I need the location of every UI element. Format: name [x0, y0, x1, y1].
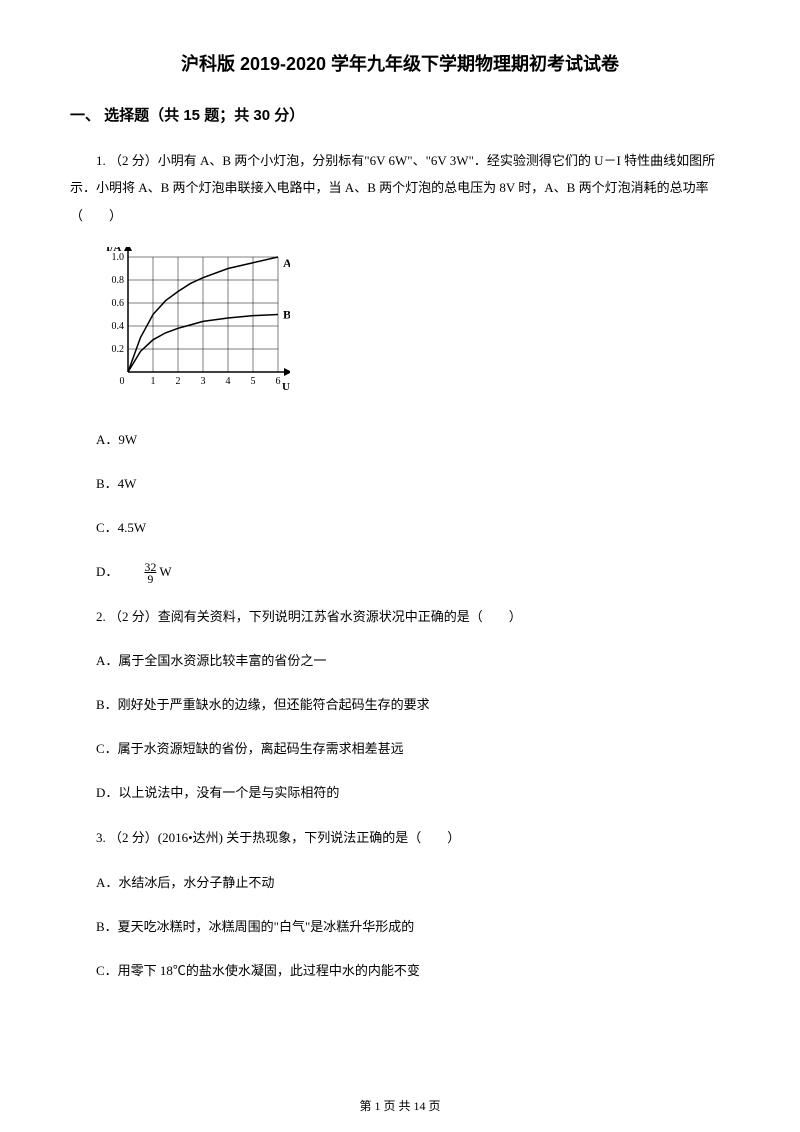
q1-d-suffix: W: [156, 564, 171, 579]
fraction-32-9: 329: [118, 561, 156, 585]
svg-text:5: 5: [251, 376, 256, 387]
q2-option-b: B．刚好处于严重缺水的边缘，但还能符合起码生存的要求: [70, 692, 730, 718]
q1-option-a: A．9W: [70, 427, 730, 453]
question-3-text: 3. （2 分）(2016•达州) 关于热现象，下列说法正确的是（ ）: [70, 824, 730, 851]
document-title: 沪科版 2019-2020 学年九年级下学期物理期初考试试卷: [70, 50, 730, 76]
q1-option-d: D．329 W: [70, 559, 730, 585]
q3-option-b: B．夏天吃冰糕时，冰糕周围的"白气"是冰糕升华形成的: [70, 914, 730, 940]
q1-option-c: C．4.5W: [70, 515, 730, 541]
svg-text:1: 1: [151, 376, 156, 387]
fraction-denominator: 9: [118, 573, 156, 585]
page-footer: 第 1 页 共 14 页: [0, 1097, 800, 1114]
svg-text:0.8: 0.8: [112, 275, 125, 286]
svg-text:0: 0: [120, 376, 125, 387]
svg-text:3: 3: [201, 376, 206, 387]
q1-d-prefix: D．: [96, 564, 118, 579]
svg-text:2: 2: [176, 376, 181, 387]
ui-curve-chart: 1234560.20.40.60.81.00U/VI/AAB: [100, 247, 290, 397]
chart-1: 1234560.20.40.60.81.00U/VI/AAB: [100, 247, 730, 402]
svg-text:0.2: 0.2: [112, 344, 125, 355]
q2-option-c: C．属于水资源短缺的省份，离起码生存需求相差甚远: [70, 736, 730, 762]
section-heading: 一、 选择题（共 15 题；共 30 分）: [70, 104, 730, 125]
q2-option-a: A．属于全国水资源比较丰富的省份之一: [70, 648, 730, 674]
svg-text:0.6: 0.6: [112, 298, 125, 309]
q3-option-c: C．用零下 18℃的盐水使水凝固，此过程中水的内能不变: [70, 958, 730, 984]
svg-text:4: 4: [226, 376, 231, 387]
svg-text:U/V: U/V: [282, 381, 290, 393]
svg-text:6: 6: [276, 376, 281, 387]
svg-text:A: A: [283, 256, 290, 270]
q3-option-a: A．水结冰后，水分子静止不动: [70, 870, 730, 896]
svg-text:I/A: I/A: [106, 247, 121, 254]
question-2-text: 2. （2 分）查阅有关资料，下列说明江苏省水资源状况中正确的是（ ）: [70, 603, 730, 630]
svg-text:0.4: 0.4: [112, 321, 125, 332]
q2-option-d: D．以上说法中，没有一个是与实际相符的: [70, 780, 730, 806]
q1-option-b: B．4W: [70, 471, 730, 497]
question-1-text: 1. （2 分）小明有 A、B 两个小灯泡，分别标有"6V 6W"、"6V 3W…: [70, 147, 730, 229]
svg-text:B: B: [283, 307, 290, 321]
